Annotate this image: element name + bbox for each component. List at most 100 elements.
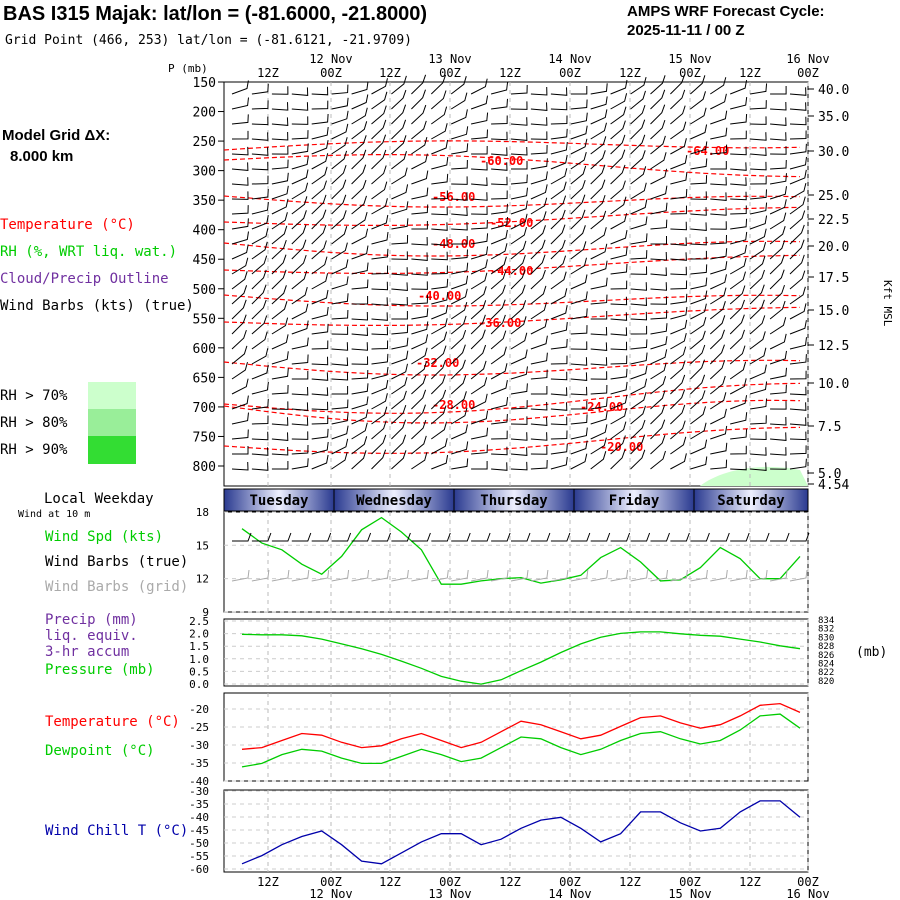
profile-wind-barb bbox=[570, 241, 587, 260]
profile-wind-barb bbox=[510, 400, 528, 410]
profile-wind-barb bbox=[510, 366, 528, 380]
profile-wind-barb bbox=[610, 134, 626, 155]
profile-wind-barb bbox=[470, 95, 489, 110]
isotherm-label: -44.00 bbox=[490, 264, 533, 278]
profile-wind-barb bbox=[650, 376, 667, 395]
top-hour-label: 12Z bbox=[257, 66, 279, 80]
profile-wind-barb bbox=[590, 451, 607, 470]
profile-wind-barb bbox=[431, 156, 449, 170]
vertical-profile-panel: P (mb)150 200 250 300 350 400 450 500 550 600 650 7… bbox=[168, 62, 894, 493]
profile-wind-barb bbox=[251, 116, 269, 126]
profile-wind-barb bbox=[251, 348, 269, 365]
profile-wind-barb bbox=[371, 181, 388, 200]
profile-wind-barb bbox=[690, 406, 706, 425]
profile-wind-barb bbox=[710, 408, 727, 425]
profile-wind-barb bbox=[550, 255, 567, 275]
precip-tick-label: 2.0 bbox=[189, 628, 209, 641]
profile-wind-barb bbox=[550, 322, 568, 335]
profile-wind-barb bbox=[770, 401, 787, 410]
profile-wind-barb bbox=[590, 357, 608, 366]
profile-wind-barb bbox=[769, 199, 787, 215]
profile-wind-barb bbox=[491, 430, 508, 440]
profile-wind-barb bbox=[411, 136, 428, 155]
profile-wind-barb bbox=[789, 270, 806, 290]
profile-wind-barb bbox=[470, 410, 489, 425]
profile-wind-barb bbox=[789, 254, 805, 275]
pressure-tick-label-right: 826 bbox=[818, 651, 834, 661]
profile-wind-barb bbox=[670, 332, 687, 350]
pressure-tick-label-right: 834 bbox=[818, 616, 834, 626]
profile-wind-barb bbox=[590, 227, 607, 245]
profile-wind-barb bbox=[749, 347, 767, 365]
profile-wind-barb bbox=[729, 314, 745, 335]
profile-wind-barb bbox=[570, 427, 588, 440]
profile-wind-barb bbox=[570, 225, 586, 245]
temp-tick-label: -20 bbox=[189, 703, 209, 716]
isotherm-line bbox=[223, 254, 801, 274]
profile-wind-barb bbox=[690, 316, 707, 335]
profile-wind-barb bbox=[291, 182, 309, 200]
profile-wind-barb bbox=[331, 137, 348, 155]
isotherm-line bbox=[223, 195, 801, 208]
isotherm-line bbox=[223, 140, 801, 151]
surface-wind-barb-true bbox=[471, 532, 491, 542]
pressure-tick-label: 250 bbox=[193, 135, 216, 150]
profile-wind-barb bbox=[411, 89, 426, 110]
rh80-swatch bbox=[88, 409, 136, 436]
profile-wind-barb bbox=[630, 391, 647, 410]
profile-wind-barb bbox=[610, 327, 628, 336]
chart-subtitle: Grid Point (466, 253) lat/lon = (-81.612… bbox=[5, 33, 412, 48]
profile-wind-barb bbox=[570, 138, 588, 155]
profile-wind-barb bbox=[231, 218, 249, 230]
profile-wind-barb bbox=[411, 221, 428, 230]
profile-wind-barb bbox=[530, 117, 548, 126]
profile-wind-barb bbox=[789, 354, 807, 365]
profile-wind-barb bbox=[630, 282, 648, 291]
profile-wind-barb bbox=[291, 130, 309, 140]
profile-wind-barb bbox=[510, 226, 527, 245]
top-date-label: 13 Nov bbox=[428, 52, 471, 66]
profile-wind-barb bbox=[271, 198, 289, 215]
precip-tick-label: 1.0 bbox=[189, 653, 209, 666]
profile-wind-barb bbox=[371, 393, 388, 410]
profile-wind-barb bbox=[311, 153, 329, 170]
precip-frame bbox=[223, 618, 809, 687]
profile-wind-barb bbox=[590, 210, 607, 230]
profile-wind-barb bbox=[550, 371, 568, 381]
profile-wind-barb bbox=[511, 161, 528, 170]
profile-wind-barb bbox=[650, 404, 666, 425]
profile-wind-barb bbox=[311, 209, 327, 230]
profile-wind-barb bbox=[311, 306, 329, 320]
rh-shade-area bbox=[700, 466, 808, 486]
profile-wind-barb bbox=[550, 338, 568, 350]
profile-wind-barb bbox=[710, 77, 727, 95]
profile-wind-barb bbox=[550, 416, 568, 426]
surface-wind-barb-grid bbox=[770, 569, 788, 582]
profile-wind-barb bbox=[271, 212, 288, 230]
profile-wind-barb bbox=[610, 312, 628, 321]
profile-wind-barb bbox=[530, 432, 548, 441]
profile-wind-barb bbox=[231, 329, 247, 350]
profile-wind-barb bbox=[590, 136, 607, 155]
profile-wind-barb bbox=[710, 425, 728, 440]
profile-wind-barb bbox=[490, 284, 506, 305]
profile-wind-barb bbox=[550, 87, 568, 96]
temperature-line bbox=[241, 702, 801, 750]
profile-wind-barb bbox=[351, 245, 369, 260]
profile-wind-barb bbox=[770, 159, 787, 170]
profile-wind-barb bbox=[750, 431, 767, 441]
surface-wind-barb-grid bbox=[650, 569, 668, 582]
profile-wind-barb bbox=[750, 116, 767, 125]
weekday-label: Friday bbox=[609, 493, 660, 509]
profile-wind-barb bbox=[411, 361, 427, 380]
temp-tick-label: -25 bbox=[189, 721, 209, 734]
rh90-label: RH > 90% bbox=[0, 442, 68, 458]
profile-wind-barb bbox=[510, 447, 528, 456]
profile-wind-barb bbox=[271, 401, 289, 410]
precip-tick-label: 0.0 bbox=[189, 678, 209, 691]
profile-wind-barb bbox=[471, 177, 488, 186]
profile-wind-barb bbox=[789, 431, 807, 441]
profile-wind-barb bbox=[251, 132, 269, 141]
profile-wind-barb bbox=[570, 357, 588, 366]
profile-wind-barb bbox=[650, 390, 666, 410]
